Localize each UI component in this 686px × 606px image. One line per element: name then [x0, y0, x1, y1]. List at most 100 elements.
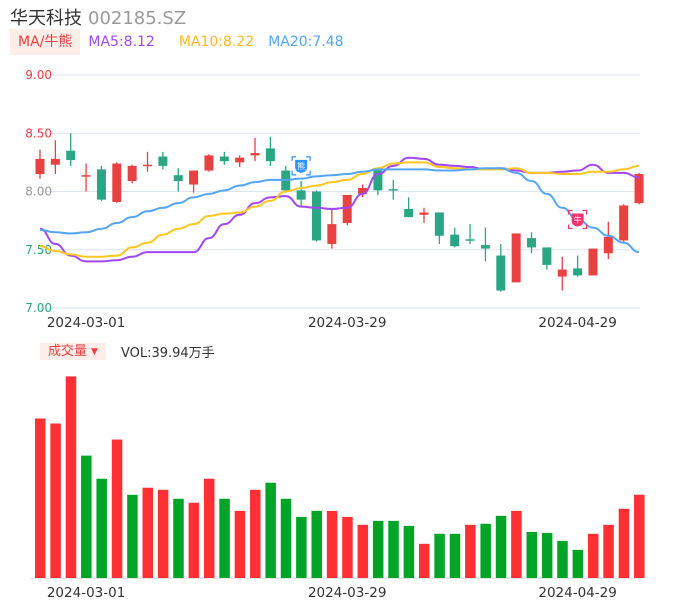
y-tick-label: 8.50 — [25, 126, 52, 140]
caret-down-icon: ▼ — [91, 347, 98, 357]
volume-bar — [557, 540, 568, 578]
candle-up — [35, 158, 45, 175]
candle-down — [496, 255, 506, 291]
stock-code: 002185.SZ — [88, 8, 187, 29]
volume-bar — [65, 376, 77, 578]
candle-up — [619, 205, 629, 241]
volume-bar — [603, 524, 614, 578]
volume-bar — [188, 502, 200, 578]
volume-bar — [480, 523, 491, 578]
svg-text:牛: 牛 — [574, 214, 582, 224]
candle-down — [434, 212, 444, 236]
volume-bar — [511, 510, 522, 578]
y-tick-label: 7.50 — [25, 243, 52, 257]
volume-bar — [219, 498, 230, 578]
volume-bar — [326, 510, 338, 578]
ma10-value: MA10:8.22 — [178, 34, 255, 50]
volume-bar — [157, 489, 169, 578]
x-tick-label: 2024-03-01 — [47, 315, 125, 331]
volume-bar — [572, 549, 584, 578]
candle-up — [342, 194, 352, 223]
volume-bar — [35, 418, 46, 578]
candle-down — [465, 239, 475, 241]
y-tick-label: 8.00 — [25, 185, 52, 199]
ma5-value: MA5:8.12 — [88, 34, 155, 50]
volume-indicator-selector[interactable]: 成交量 ▼ — [40, 343, 106, 360]
volume-x-tick-label: 2024-04-29 — [538, 585, 616, 601]
candle-down — [450, 234, 460, 247]
candle-down — [296, 190, 306, 200]
volume-bar — [634, 494, 645, 578]
volume-x-tick-label: 2024-03-29 — [308, 585, 386, 601]
volume-bar — [311, 510, 322, 578]
x-tick-label: 2024-03-29 — [308, 315, 386, 331]
candle-up — [189, 170, 199, 185]
candle-down — [542, 247, 552, 265]
candle-up — [327, 224, 337, 244]
candle-down — [311, 191, 321, 241]
volume-bar — [265, 482, 276, 578]
volume-bar — [173, 498, 184, 578]
bear-marker-icon[interactable]: 熊 — [291, 156, 311, 176]
volume-bar — [388, 520, 399, 578]
candle-up — [81, 175, 91, 177]
candle-down — [404, 208, 414, 218]
volume-bar — [618, 508, 630, 578]
candle-down — [388, 189, 398, 191]
candle-up — [358, 188, 368, 194]
candle-up — [235, 157, 245, 163]
candle-down — [265, 148, 275, 162]
volume-bar — [372, 520, 384, 578]
x-tick-label: 2024-04-29 — [538, 315, 616, 331]
volume-bar — [203, 478, 215, 578]
volume-value: VOL:39.94万手 — [120, 346, 215, 361]
candle-up — [50, 158, 60, 165]
volume-legend: 成交量 ▼ VOL:39.94万手 — [40, 343, 215, 361]
volume-bar — [434, 533, 445, 578]
candle-down — [480, 245, 490, 249]
volume-bar — [111, 439, 123, 578]
volume-bar — [234, 510, 246, 578]
volume-bar — [587, 533, 599, 578]
candle-up — [143, 164, 153, 167]
bull-marker-icon[interactable]: 牛 — [568, 209, 588, 230]
svg-text:熊: 熊 — [297, 161, 305, 171]
volume-bar — [541, 532, 553, 578]
candle-up — [419, 212, 429, 215]
candle-up — [634, 174, 644, 204]
volume-bar — [495, 515, 507, 578]
candle-up — [127, 165, 137, 182]
volume-bar — [342, 516, 353, 578]
ma-legend: MA/牛熊 MA5:8.12 MA10:8.22 MA20:7.48 — [10, 29, 344, 55]
candle-down — [373, 170, 383, 191]
stock-name: 华天科技 — [10, 8, 82, 29]
candle-down — [573, 268, 583, 276]
volume-bar — [127, 494, 138, 578]
volume-bar — [403, 525, 415, 578]
candle-up — [588, 248, 598, 276]
candle-up — [112, 163, 122, 202]
candle-up — [204, 155, 214, 171]
volume-bar — [357, 524, 369, 578]
ma20-line — [39, 167, 640, 254]
candle-up — [557, 269, 567, 277]
candle-up — [511, 233, 521, 283]
volume-bar — [142, 487, 154, 578]
volume-bar — [449, 533, 461, 578]
candle-down — [96, 169, 106, 200]
candle-up — [250, 153, 260, 156]
candle-down — [527, 238, 537, 248]
ma-indicator-selector[interactable]: MA/牛熊 — [10, 29, 81, 55]
candle-up — [603, 236, 613, 254]
volume-bar — [526, 531, 538, 578]
volume-bar — [419, 543, 430, 578]
volume-x-tick-label: 2024-03-01 — [47, 585, 125, 601]
y-tick-label: 9.00 — [25, 68, 52, 82]
candle-down — [173, 175, 183, 182]
candle-down — [66, 150, 76, 161]
volume-bar — [50, 423, 61, 578]
volume-bar — [81, 455, 92, 578]
stock-title: 华天科技 002185.SZ — [10, 4, 186, 30]
volume-bar — [296, 516, 307, 578]
